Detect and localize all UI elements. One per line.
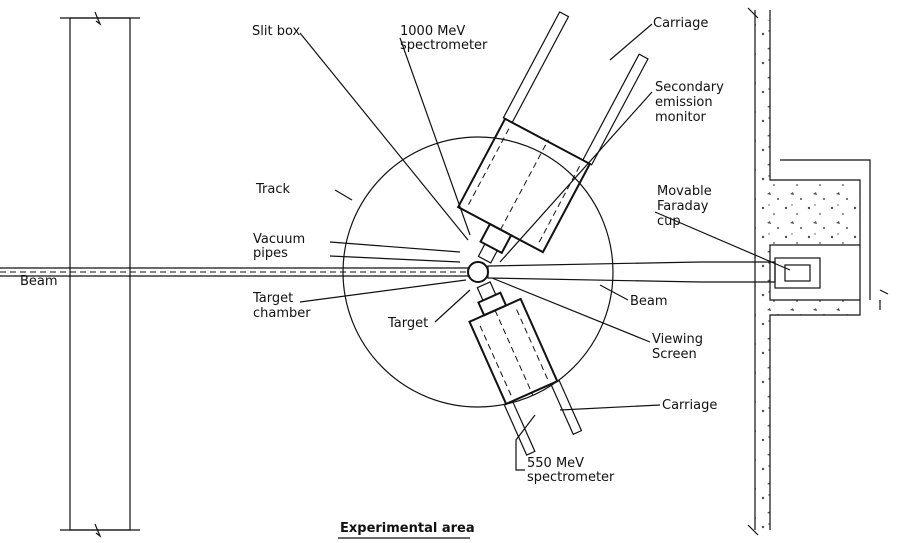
- label: Track: [255, 182, 290, 197]
- label: Beam: [630, 294, 668, 309]
- label: Secondary emission monitor: [655, 80, 724, 125]
- label: Target: [387, 316, 428, 331]
- right-wall: [747, 7, 889, 536]
- label: Beam: [20, 274, 58, 289]
- label: Vacuum pipes: [253, 232, 305, 261]
- label: Viewing Screen: [652, 332, 703, 362]
- label: 550 MeV spectrometer: [527, 456, 615, 485]
- caption: Experimental area: [340, 521, 475, 536]
- label: Carriage: [653, 16, 708, 31]
- label: 1000 MeV spectrometer: [400, 24, 488, 53]
- left-wall: [60, 11, 140, 538]
- label: Movable Faraday cup: [657, 184, 712, 229]
- label: Carriage: [662, 398, 717, 413]
- beam-line: [0, 257, 821, 289]
- spectrometer-550: [468, 281, 583, 456]
- label: Slit box: [252, 24, 301, 39]
- label: Target chamber: [252, 291, 311, 321]
- spectrometer-1000: [456, 11, 649, 264]
- leader-lines: [299, 23, 791, 471]
